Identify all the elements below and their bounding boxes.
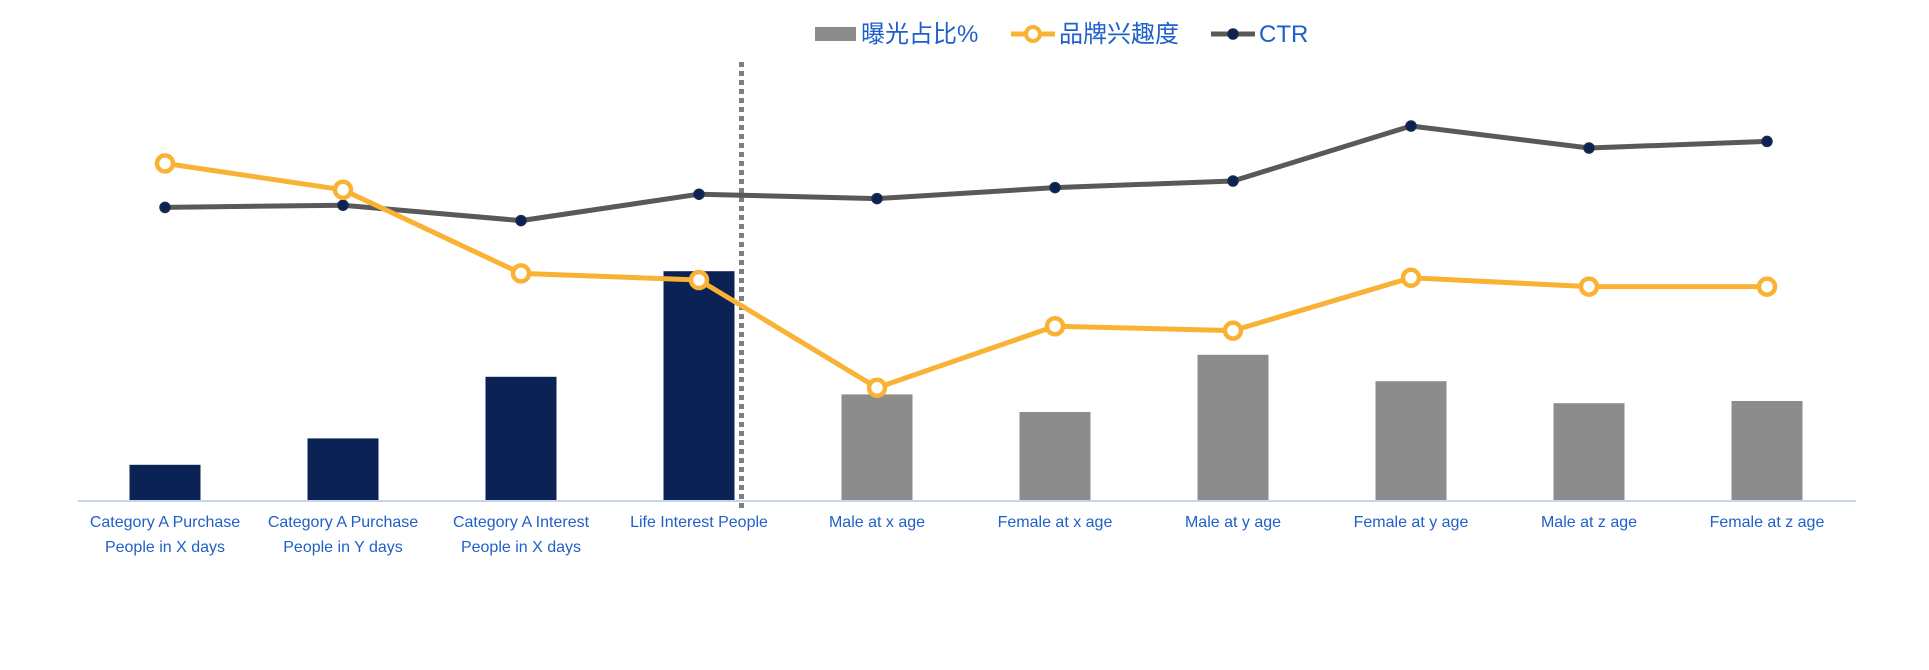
legend-label-exposure: 曝光占比% <box>861 21 978 48</box>
brand-interest-point <box>332 179 354 201</box>
ctr-line <box>164 123 1768 224</box>
brand-interest-point <box>866 377 888 399</box>
bar <box>1019 412 1091 500</box>
legend-marker-ctr <box>1227 28 1239 40</box>
bar <box>129 464 201 500</box>
ctr-point <box>693 188 705 200</box>
line-series <box>154 62 1778 512</box>
bar <box>1197 354 1269 500</box>
brand-interest-point <box>1756 276 1778 297</box>
bar <box>841 394 913 500</box>
ctr-point <box>1583 142 1595 154</box>
brand-interest-point <box>1578 276 1600 297</box>
brand-interest-point <box>154 153 176 174</box>
x-tick-label: Male at x age <box>829 514 925 531</box>
x-tick-label: People in Y days <box>283 539 403 556</box>
ctr-point <box>1405 120 1417 132</box>
ctr-point <box>1227 175 1239 187</box>
bar <box>1553 403 1625 500</box>
x-tick-label: Female at y age <box>1354 514 1469 531</box>
legend-swatch-exposure <box>815 27 856 41</box>
bar <box>663 271 735 500</box>
bar-series <box>129 271 1803 500</box>
brand-interest-point <box>1044 315 1066 337</box>
ctr-point <box>159 201 171 214</box>
legend-marker-brand-interest <box>1024 25 1042 43</box>
brand-interest-point <box>1400 267 1422 289</box>
x-tick-label: People in X days <box>105 539 225 556</box>
x-tick-label: Male at z age <box>1541 514 1637 531</box>
brand-interest-point <box>1222 320 1244 341</box>
ctr-point <box>1761 135 1773 148</box>
bar <box>1731 401 1803 500</box>
x-tick-label: Male at y age <box>1185 514 1281 531</box>
x-tick-label: Category A Purchase <box>268 514 418 531</box>
ctr-point <box>871 192 883 205</box>
ctr-point <box>337 199 349 211</box>
x-tick-label: People in X days <box>461 539 581 556</box>
x-tick-label: Female at z age <box>1710 514 1825 531</box>
bar <box>307 438 379 500</box>
x-tick-label: Category A Purchase <box>90 514 240 531</box>
legend: 曝光占比% 品牌兴趣度 CTR <box>815 21 1308 48</box>
bar <box>485 376 557 500</box>
legend-label-ctr: CTR <box>1259 21 1308 48</box>
x-tick-labels: Category A Purchase People in X days Categ… <box>90 514 1825 556</box>
ctr-point <box>515 214 527 227</box>
x-tick-label: Life Interest People <box>630 514 768 531</box>
brand-interest-line <box>164 160 1767 391</box>
ctr-point <box>1049 181 1061 194</box>
brand-interest-point <box>688 269 710 291</box>
legend-label-brand-interest: 品牌兴趣度 <box>1059 21 1179 48</box>
x-tick-label: Category A Interest <box>453 514 590 531</box>
bar <box>1375 381 1447 500</box>
brand-interest-point <box>510 263 532 284</box>
x-tick-label: Female at x age <box>998 514 1113 531</box>
